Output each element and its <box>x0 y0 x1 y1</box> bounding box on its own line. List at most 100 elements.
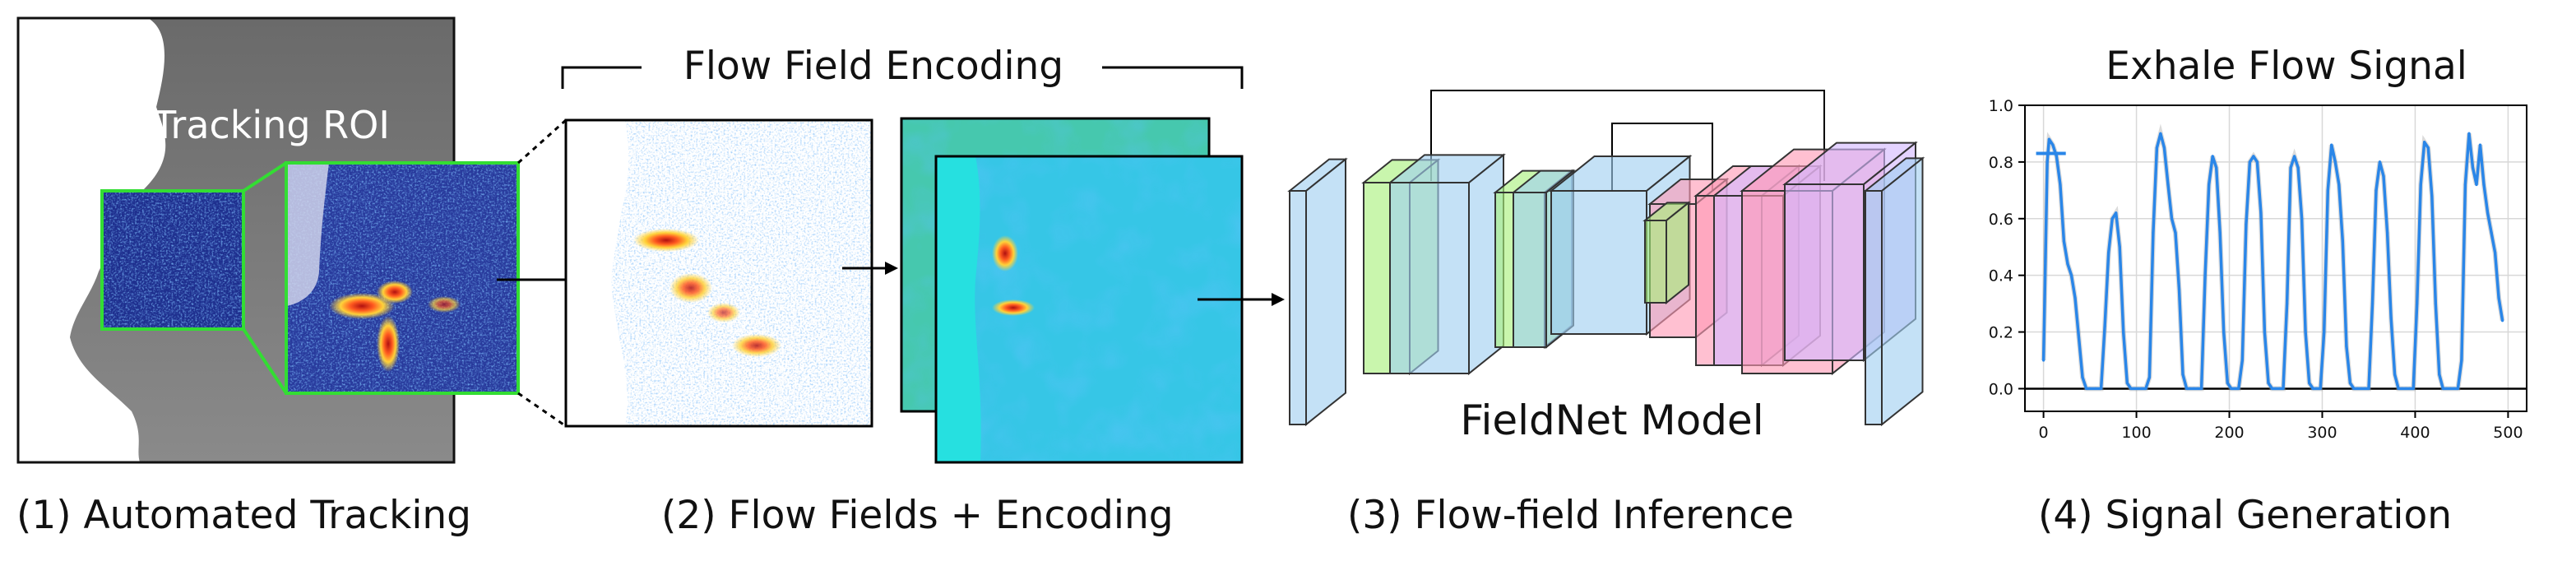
signal-point <box>2267 382 2270 385</box>
y-tick-label: 1.0 <box>1989 97 2013 115</box>
signal-point <box>2467 132 2471 135</box>
signal-point <box>2248 160 2251 164</box>
signal-point <box>2110 217 2114 220</box>
flow-field-panel: Flow Field Encoding <box>517 44 1285 464</box>
signal-point <box>2471 166 2475 169</box>
signal-point <box>2059 183 2062 186</box>
signal-point <box>2389 316 2393 319</box>
signal-point <box>2047 137 2050 141</box>
x-tick-label: 100 <box>2121 424 2151 442</box>
signal-point <box>2441 387 2444 390</box>
signal-point <box>2046 160 2049 164</box>
signal-point <box>2118 245 2121 248</box>
signal-point <box>2237 387 2240 390</box>
signal-point <box>2419 183 2422 186</box>
signal-point <box>2304 331 2307 334</box>
signal-point <box>2478 143 2482 146</box>
x-tick-label: 400 <box>2400 424 2430 442</box>
signal-point <box>2200 387 2203 390</box>
x-tick-label: 300 <box>2307 424 2337 442</box>
signal-point <box>2456 387 2459 390</box>
signal-point <box>2174 231 2177 234</box>
signal-point <box>2125 382 2129 385</box>
signal-point <box>2386 231 2389 234</box>
signal-point <box>2088 387 2092 390</box>
signal-point <box>2356 387 2359 390</box>
x-tick-label: 500 <box>2493 424 2523 442</box>
signal-point <box>2129 387 2133 390</box>
signal-point <box>2277 387 2282 390</box>
encoded-field-front <box>934 155 1244 464</box>
caption-flow-field-inference: (3) Flow-field Inference <box>1347 493 1794 538</box>
signal-point <box>2397 387 2400 390</box>
signal-point <box>2333 160 2337 164</box>
signal-point <box>2077 336 2081 339</box>
signal-point <box>2226 382 2229 385</box>
signal-point <box>2475 183 2478 186</box>
arrow-right-icon <box>885 262 898 275</box>
roi-zoom <box>285 161 520 395</box>
signal-point <box>2177 288 2181 291</box>
face-silhouette <box>18 18 166 462</box>
signal-point <box>2330 143 2333 146</box>
signal-point <box>2100 387 2103 390</box>
signal-point <box>2367 387 2370 390</box>
signal-point <box>2140 387 2143 390</box>
caption-flow-fields-encoding: (2) Flow Fields + Encoding <box>661 493 1174 538</box>
signal-point <box>2042 359 2046 362</box>
signal-point <box>2341 239 2344 243</box>
layer-output <box>1863 156 1925 427</box>
signal-point <box>2211 155 2214 158</box>
signal-point <box>2326 188 2329 192</box>
signal-point <box>2062 239 2065 243</box>
signal-point <box>2494 251 2497 254</box>
signal-point <box>2486 211 2490 215</box>
y-tick-label: 0.2 <box>1989 324 2013 342</box>
signal-point <box>2233 387 2236 390</box>
signal-point <box>2319 387 2322 390</box>
signal-point <box>2401 387 2404 390</box>
signal-point <box>2222 331 2226 334</box>
signal-point <box>2323 331 2326 334</box>
signal-point <box>2382 174 2385 178</box>
signal-point <box>2085 387 2088 390</box>
signal-point <box>2363 387 2366 390</box>
signal-point <box>2408 387 2412 390</box>
signal-point <box>2482 183 2486 186</box>
signal-point <box>2463 183 2467 186</box>
tracking-panel: Tracking ROI <box>16 16 589 464</box>
arrow-right-icon <box>1272 293 1285 306</box>
signal-point <box>2215 166 2218 169</box>
signal-point <box>2230 387 2233 390</box>
layer-enc1 <box>1388 153 1506 376</box>
signal-point <box>2181 373 2185 376</box>
signal-point <box>2274 387 2277 390</box>
signal-point <box>2453 387 2456 390</box>
signal-point <box>2404 387 2407 390</box>
signal-point <box>2147 376 2151 379</box>
signal-point <box>2370 302 2374 305</box>
signal-point <box>2289 166 2292 169</box>
signal-point <box>2337 183 2341 186</box>
fieldnet-network <box>1287 90 1925 427</box>
y-tick-label: 0.6 <box>1989 211 2013 229</box>
signal-point <box>2374 188 2378 192</box>
signal-point <box>2103 325 2106 328</box>
signal-point <box>2445 387 2449 390</box>
signal-point <box>2282 387 2285 390</box>
flow-field-image <box>564 118 873 428</box>
x-tick-label: 0 <box>2039 424 2049 442</box>
signal-point <box>2144 387 2147 390</box>
signal-point <box>2501 319 2504 322</box>
signal-point <box>2360 387 2363 390</box>
signal-point <box>2203 274 2207 277</box>
signal-point <box>2137 387 2140 390</box>
signal-point <box>2293 155 2296 158</box>
layer-input <box>1287 157 1348 427</box>
y-tick-label: 0.0 <box>1989 380 2013 398</box>
signal-point <box>2460 359 2463 362</box>
signal-point <box>2286 302 2289 305</box>
signal-point <box>2412 387 2415 390</box>
flow-field-encoding-title: Flow Field Encoding <box>683 44 1063 89</box>
signal-point <box>2166 183 2170 186</box>
